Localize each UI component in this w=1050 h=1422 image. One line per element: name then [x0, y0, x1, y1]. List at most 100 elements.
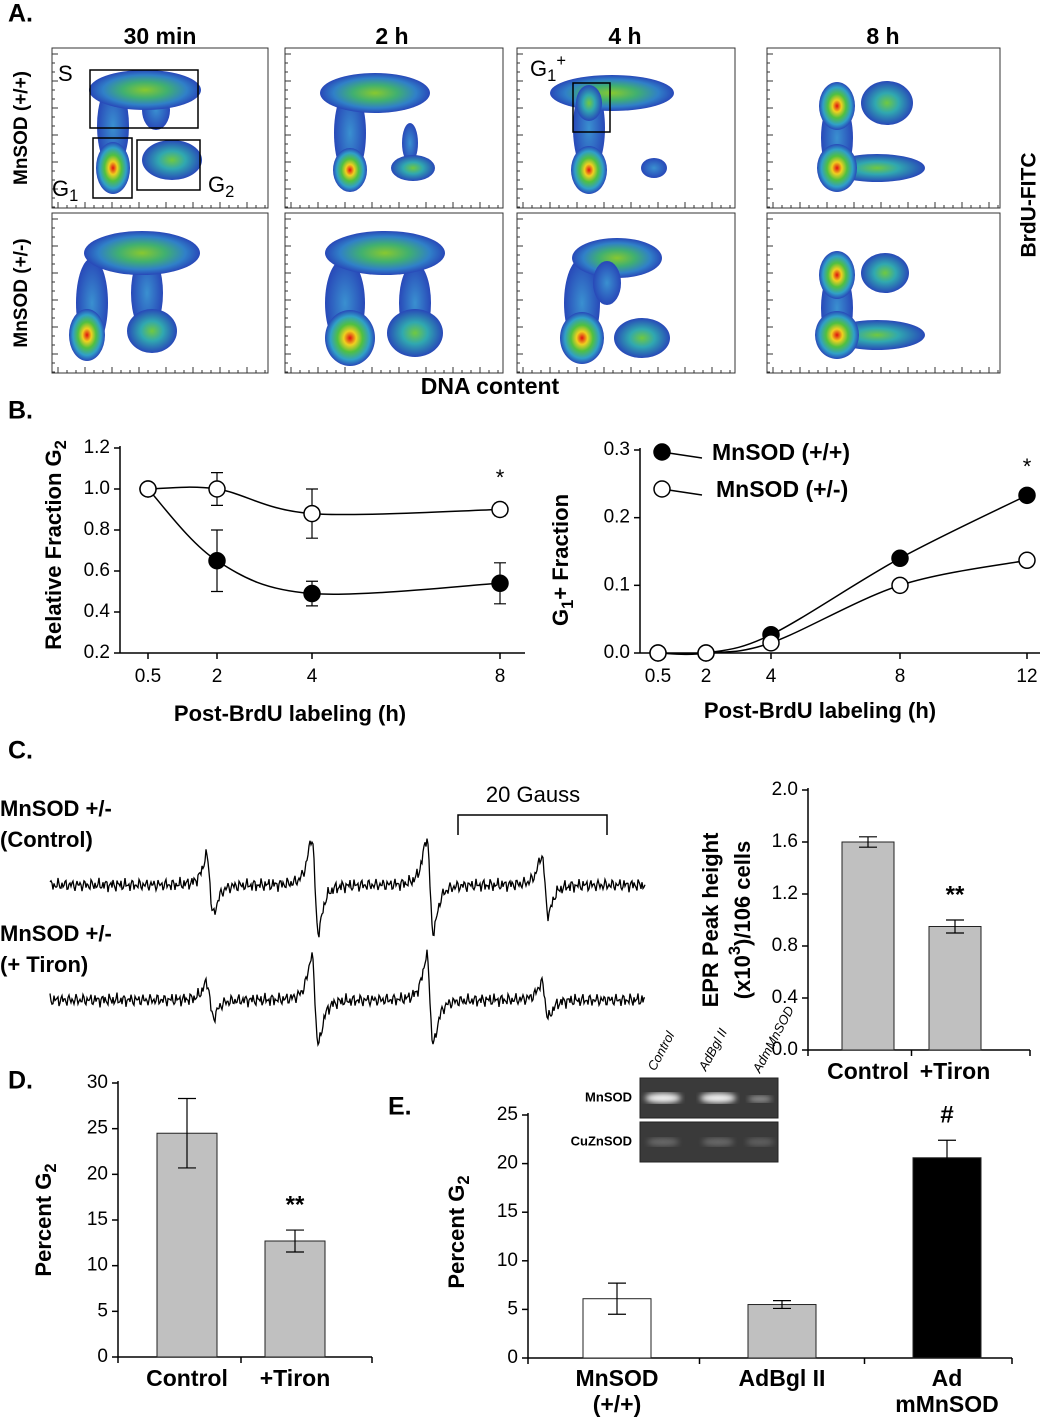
bar — [841, 841, 895, 1051]
bar — [264, 1240, 326, 1358]
x-tick-label: 4 — [766, 666, 777, 687]
marker — [208, 552, 226, 570]
text-part: G — [52, 176, 69, 201]
column-title: 8 h — [866, 23, 899, 49]
plot-frame — [766, 212, 1001, 374]
density-blob — [641, 158, 667, 178]
density-blob — [571, 146, 607, 194]
scale-bar-label: 20 Gauss — [486, 782, 580, 807]
density-blob — [550, 75, 674, 111]
y-axis-label: Percent G2 — [444, 1175, 474, 1288]
gel-band — [645, 1093, 681, 1103]
annotation: ** — [946, 881, 965, 908]
trace-label: (Control) — [0, 827, 93, 852]
bar — [747, 1304, 817, 1359]
x-tick-label: 0.5 — [645, 666, 671, 687]
density-blob — [593, 261, 621, 305]
y-tick-label: 0.4 — [772, 987, 799, 1008]
y-tick-label: 0.2 — [84, 642, 110, 663]
gel-band — [700, 1093, 736, 1103]
gate-label: S — [58, 61, 73, 86]
annotation: * — [496, 465, 505, 490]
annotation: * — [1023, 454, 1032, 479]
x-tick-label: MnSOD — [575, 1365, 658, 1391]
density-blob — [387, 309, 443, 357]
marker — [303, 504, 321, 523]
plot-frame — [516, 47, 736, 209]
y-tick-label: 0.1 — [604, 574, 630, 595]
text-part: S — [58, 61, 73, 86]
gate-label: G1+ — [530, 52, 566, 85]
x-tick-label: AdBgl II — [739, 1365, 826, 1391]
plot-frame — [516, 212, 736, 374]
error-bar — [946, 919, 964, 934]
density-blob — [325, 231, 445, 275]
legend-marker — [653, 480, 671, 498]
density-blob — [576, 85, 602, 121]
y-tick-label: 0.8 — [772, 935, 798, 956]
scale-bar — [457, 814, 608, 835]
gate-label: G2 — [208, 172, 234, 202]
x-tick-label: mMnSOD — [895, 1391, 999, 1417]
text-part: Percent G — [444, 1185, 469, 1289]
gel-row-label: CuZnSOD — [571, 1133, 632, 1148]
gate — [136, 139, 201, 191]
error-bar — [773, 1300, 791, 1310]
epr-trace — [49, 949, 645, 1047]
x-tick-label: Control — [146, 1365, 228, 1391]
x-tick-label: 4 — [307, 666, 318, 687]
x-tick-label: 2 — [701, 666, 712, 687]
density-blob — [560, 312, 604, 364]
y-tick-label: 5 — [97, 1300, 108, 1321]
marker — [139, 480, 157, 498]
gel-band — [647, 1138, 679, 1146]
axis-label: BrdU-FITC — [1018, 153, 1041, 258]
y-tick-label: 15 — [497, 1201, 518, 1222]
x-tick-label: Ad — [932, 1365, 963, 1391]
panel-label: B. — [8, 397, 33, 425]
density-blob — [142, 140, 202, 180]
density-blob — [84, 231, 200, 275]
text-part: (x10 — [730, 955, 755, 999]
gel-row-label: MnSOD — [585, 1089, 632, 1104]
marker — [303, 584, 321, 603]
y-axis-label: Percent G2 — [31, 1163, 61, 1276]
density-blob — [815, 311, 859, 359]
y-tick-label: 30 — [87, 1072, 108, 1093]
density-blob — [572, 238, 662, 278]
x-tick-label: 8 — [895, 666, 906, 687]
column-title: 4 h — [608, 23, 641, 49]
gate — [572, 82, 611, 133]
density-blob — [614, 318, 670, 358]
density-blob — [89, 70, 201, 110]
trace-label: (+ Tiron) — [0, 952, 88, 977]
marker — [649, 644, 667, 662]
gel-lane-label: Control — [644, 1028, 677, 1073]
y-tick-label: 20 — [87, 1163, 108, 1184]
x-tick-label: 0.5 — [135, 666, 161, 687]
plot-frame — [51, 212, 269, 374]
legend-marker — [653, 443, 671, 461]
density-blob — [402, 123, 418, 163]
marker — [491, 500, 509, 519]
x-tick-label: Control — [827, 1058, 909, 1084]
y-axis-label: G1+ Fraction — [548, 494, 578, 626]
marker — [208, 480, 226, 498]
gel-lane-label: AdBgl II — [695, 1025, 730, 1073]
column-title: 2 h — [375, 23, 408, 49]
text-part: 2 — [42, 1163, 60, 1172]
text-part: 2 — [225, 183, 234, 201]
density-blob — [333, 148, 367, 192]
trace-label: MnSOD +/- — [0, 796, 112, 821]
y-tick-label: 10 — [87, 1255, 108, 1276]
error-bar — [178, 1097, 196, 1169]
text-part: G — [208, 172, 225, 197]
y-tick-label: 15 — [87, 1209, 108, 1230]
gate — [89, 69, 199, 129]
text-part: 2 — [52, 440, 70, 449]
density-blob — [861, 81, 913, 125]
text-part: )/106 cells — [730, 841, 755, 946]
panel-label: A. — [8, 0, 33, 28]
text-part: 1 — [547, 67, 556, 85]
density-blob — [69, 309, 105, 361]
